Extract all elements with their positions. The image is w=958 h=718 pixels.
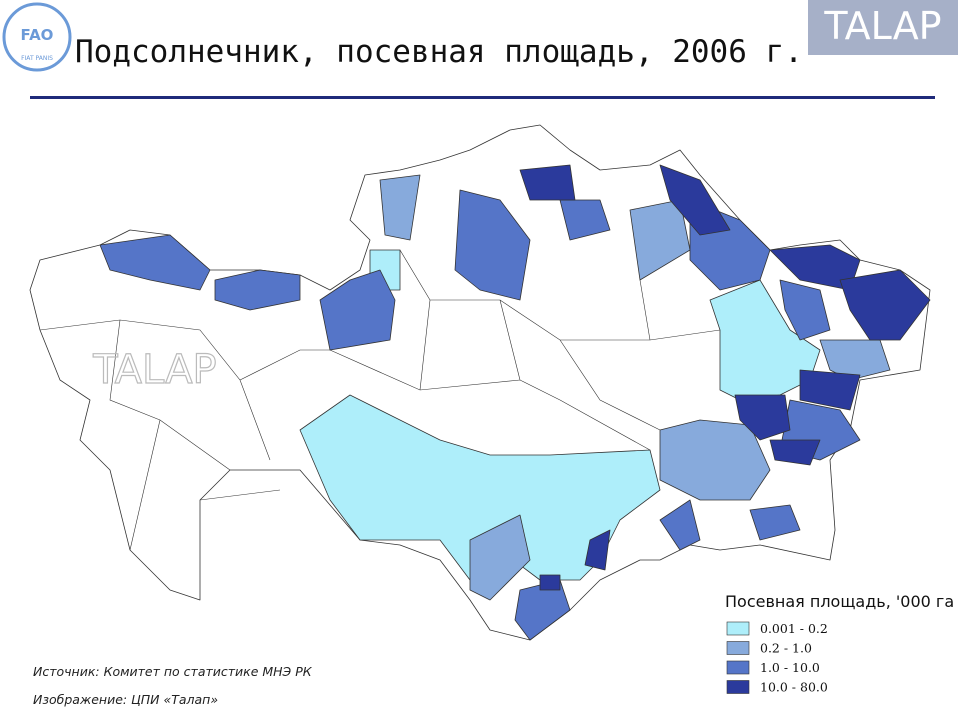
map-region (539, 574, 561, 591)
map-region (769, 244, 861, 291)
map-region (319, 269, 396, 351)
map-region (749, 504, 801, 541)
map-region (734, 394, 791, 441)
talap-logo-bg (808, 0, 958, 55)
map-region (519, 164, 576, 201)
watermark: TALAP (92, 347, 216, 393)
fao-ring (2, 2, 72, 72)
image-credit: Изображение: ЦПИ «Талап» (33, 692, 218, 707)
map-region (584, 529, 611, 571)
talap-logo: TALAP (823, 4, 941, 48)
page-title: Подсолнечник, посевная площадь, 2006 г. (75, 34, 803, 70)
region-borders (39, 249, 721, 551)
map-region (709, 279, 821, 401)
legend-label: 0.001 - 0.2 (760, 621, 828, 636)
map-region (559, 199, 611, 241)
map-region (769, 439, 821, 466)
fao-motto: FIAT PANIS (21, 55, 53, 62)
fao-name: FAO (21, 26, 54, 44)
map-region (659, 164, 731, 236)
legend-title: Посевная площадь, '000 га (725, 592, 954, 611)
legend-swatch (726, 680, 750, 694)
map-region (454, 189, 531, 301)
title-rule (30, 96, 935, 99)
legend-label: 1.0 - 10.0 (760, 660, 820, 675)
legend-label: 10.0 - 80.0 (760, 680, 828, 695)
map-region (659, 419, 771, 501)
legend: Посевная площадь, '000 га 0.001 - 0.2 0.2… (725, 592, 954, 695)
map-region (799, 369, 861, 411)
map: TALAP (29, 124, 931, 641)
legend-swatch (726, 641, 750, 655)
source-note: Источник: Комитет по статистике МНЭ РК (33, 664, 313, 679)
map-region (99, 234, 211, 291)
map-region (469, 514, 531, 601)
map-region (839, 269, 931, 341)
map-region (379, 174, 421, 241)
legend-swatch (726, 660, 750, 675)
fao-logo: FAO FIAT PANIS (2, 2, 72, 72)
map-region (779, 279, 831, 341)
map-region (659, 499, 701, 551)
map-region (214, 269, 301, 311)
legend-swatch (726, 621, 750, 636)
legend-label: 0.2 - 1.0 (760, 641, 812, 656)
